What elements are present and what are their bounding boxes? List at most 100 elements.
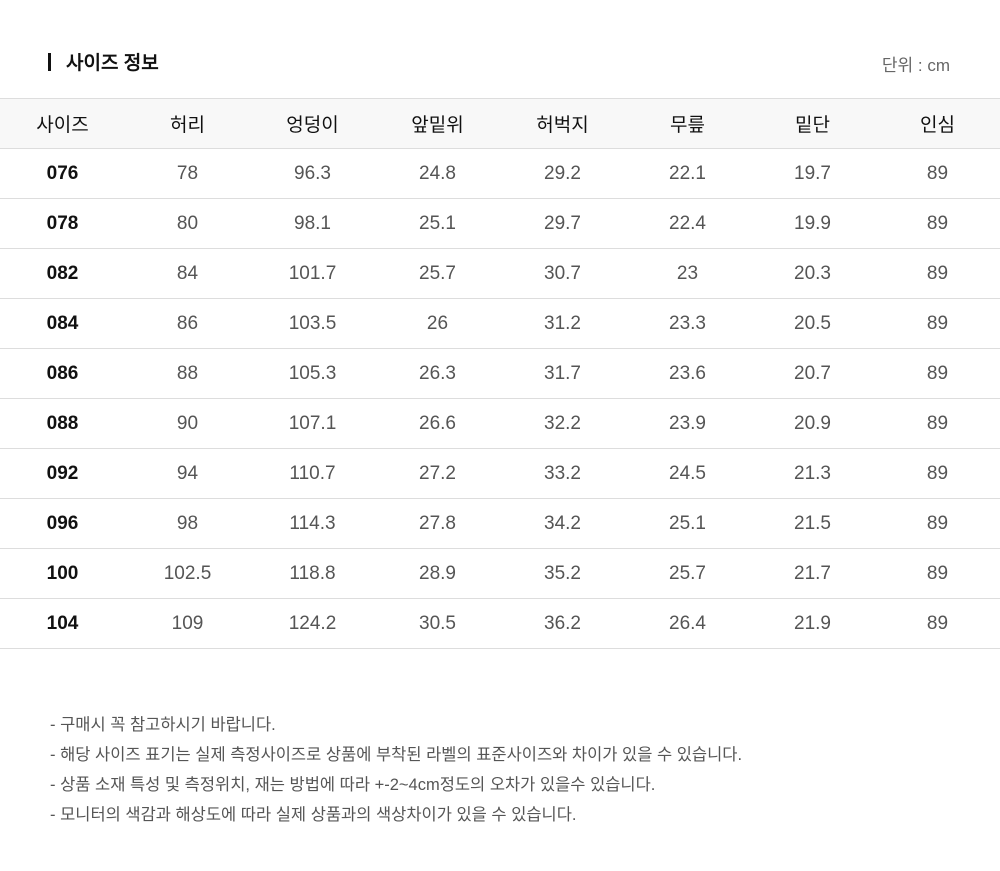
measurement-cell: 89 [875, 448, 1000, 499]
measurement-cell: 33.2 [500, 448, 625, 499]
column-header: 앞밑위 [375, 98, 500, 149]
section-header: 사이즈 정보 [48, 48, 159, 75]
size-cell: 100 [0, 548, 125, 599]
unit-label: 단위 : cm [881, 56, 950, 75]
measurement-cell: 89 [875, 498, 1000, 549]
measurement-cell: 30.5 [375, 598, 500, 649]
table-row: 078 80 98.1 25.1 29.7 22.4 19.9 89 [0, 198, 1000, 249]
measurement-cell: 25.1 [375, 198, 500, 249]
note-item: - 상품 소재 특성 및 측정위치, 재는 방법에 따라 +-2~4cm정도의 … [50, 776, 656, 794]
measurement-cell: 105.3 [250, 348, 375, 399]
measurement-cell: 20.7 [750, 348, 875, 399]
measurement-cell: 101.7 [250, 248, 375, 299]
table-body: 076 78 96.3 24.8 29.2 22.1 19.7 89 078 80 98.1 25.1… [0, 148, 1000, 649]
measurement-cell: 23.6 [625, 348, 750, 399]
measurement-cell: 118.8 [250, 548, 375, 599]
measurement-cell: 31.7 [500, 348, 625, 399]
size-cell: 084 [0, 298, 125, 349]
measurement-cell: 26.3 [375, 348, 500, 399]
note-item: - 모니터의 색감과 해상도에 따라 실제 상품과의 색상차이가 있을 수 있습… [50, 806, 577, 824]
table-row: 076 78 96.3 24.8 29.2 22.1 19.7 89 [0, 148, 1000, 199]
measurement-cell: 24.8 [375, 148, 500, 199]
table-row: 086 88 105.3 26.3 31.7 23.6 20.7 89 [0, 348, 1000, 399]
measurement-cell: 88 [125, 348, 250, 399]
measurement-cell: 20.3 [750, 248, 875, 299]
measurement-cell: 19.9 [750, 198, 875, 249]
measurement-cell: 20.5 [750, 298, 875, 349]
measurement-cell: 89 [875, 548, 1000, 599]
table-row: 100 102.5 118.8 28.9 35.2 25.7 21.7 89 [0, 548, 1000, 599]
measurement-cell: 94 [125, 448, 250, 499]
measurement-cell: 21.3 [750, 448, 875, 499]
measurement-cell: 20.9 [750, 398, 875, 449]
measurement-cell: 30.7 [500, 248, 625, 299]
measurement-cell: 98.1 [250, 198, 375, 249]
measurement-cell: 89 [875, 148, 1000, 199]
measurement-cell: 23.9 [625, 398, 750, 449]
measurement-cell: 22.1 [625, 148, 750, 199]
measurement-cell: 102.5 [125, 548, 250, 599]
page-title: 사이즈 정보 [66, 53, 159, 74]
measurement-cell: 35.2 [500, 548, 625, 599]
table-row: 084 86 103.5 26 31.2 23.3 20.5 89 [0, 298, 1000, 349]
measurement-cell: 78 [125, 148, 250, 199]
measurement-cell: 90 [125, 398, 250, 449]
measurement-cell: 36.2 [500, 598, 625, 649]
measurement-cell: 98 [125, 498, 250, 549]
table-row: 088 90 107.1 26.6 32.2 23.9 20.9 89 [0, 398, 1000, 449]
measurement-cell: 32.2 [500, 398, 625, 449]
measurement-cell: 28.9 [375, 548, 500, 599]
measurement-cell: 31.2 [500, 298, 625, 349]
measurement-cell: 19.7 [750, 148, 875, 199]
measurement-cell: 29.7 [500, 198, 625, 249]
measurement-cell: 23.3 [625, 298, 750, 349]
measurement-cell: 26 [375, 298, 500, 349]
table-row: 104 109 124.2 30.5 36.2 26.4 21.9 89 [0, 598, 1000, 649]
measurement-cell: 109 [125, 598, 250, 649]
size-cell: 078 [0, 198, 125, 249]
measurement-cell: 84 [125, 248, 250, 299]
measurement-cell: 89 [875, 398, 1000, 449]
column-header: 밑단 [750, 98, 875, 149]
notes-list: - 구매시 꼭 참고하시기 바랍니다. - 해당 사이즈 표기는 실제 측정사이즈… [50, 710, 742, 830]
measurement-cell: 22.4 [625, 198, 750, 249]
table-row: 092 94 110.7 27.2 33.2 24.5 21.3 89 [0, 448, 1000, 499]
measurement-cell: 23 [625, 248, 750, 299]
column-header: 사이즈 [0, 98, 125, 149]
measurement-cell: 89 [875, 348, 1000, 399]
measurement-cell: 27.2 [375, 448, 500, 499]
note-item: - 구매시 꼭 참고하시기 바랍니다. [50, 716, 276, 734]
size-cell: 104 [0, 598, 125, 649]
size-cell: 076 [0, 148, 125, 199]
measurement-cell: 25.1 [625, 498, 750, 549]
measurement-cell: 80 [125, 198, 250, 249]
column-header: 허벅지 [500, 98, 625, 149]
measurement-cell: 110.7 [250, 448, 375, 499]
measurement-cell: 107.1 [250, 398, 375, 449]
size-table: 사이즈 허리 엉덩이 앞밑위 허벅지 무릎 밑단 인심 076 78 96.3 24.8 29.2 22… [0, 98, 1000, 649]
size-cell: 082 [0, 248, 125, 299]
note-item: - 해당 사이즈 표기는 실제 측정사이즈로 상품에 부착된 라벨의 표준사이즈… [50, 746, 743, 764]
column-header: 인심 [875, 98, 1000, 149]
measurement-cell: 21.9 [750, 598, 875, 649]
title-bar-decoration [48, 52, 51, 71]
size-cell: 086 [0, 348, 125, 399]
measurement-cell: 34.2 [500, 498, 625, 549]
measurement-cell: 96.3 [250, 148, 375, 199]
measurement-cell: 26.4 [625, 598, 750, 649]
column-header: 허리 [125, 98, 250, 149]
measurement-cell: 89 [875, 298, 1000, 349]
measurement-cell: 29.2 [500, 148, 625, 199]
measurement-cell: 26.6 [375, 398, 500, 449]
measurement-cell: 103.5 [250, 298, 375, 349]
measurement-cell: 27.8 [375, 498, 500, 549]
measurement-cell: 114.3 [250, 498, 375, 549]
measurement-cell: 25.7 [375, 248, 500, 299]
table-header-row: 사이즈 허리 엉덩이 앞밑위 허벅지 무릎 밑단 인심 [0, 98, 1000, 149]
measurement-cell: 89 [875, 198, 1000, 249]
measurement-cell: 24.5 [625, 448, 750, 499]
column-header: 무릎 [625, 98, 750, 149]
measurement-cell: 89 [875, 598, 1000, 649]
measurement-cell: 25.7 [625, 548, 750, 599]
table-row: 096 98 114.3 27.8 34.2 25.1 21.5 89 [0, 498, 1000, 549]
